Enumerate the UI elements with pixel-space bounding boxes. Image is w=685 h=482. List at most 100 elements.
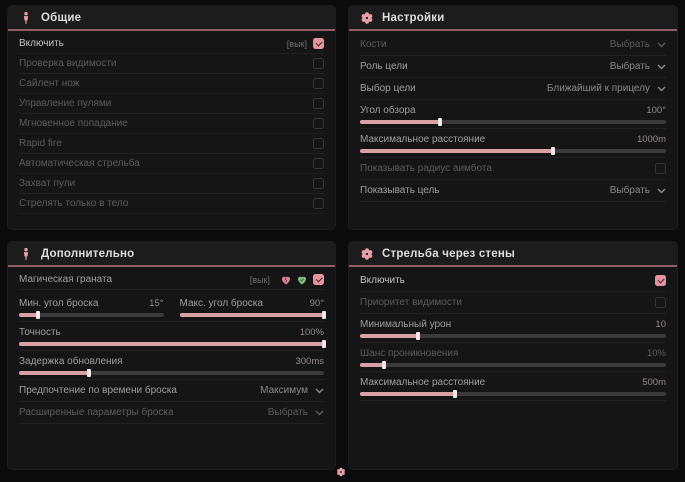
slider-value: 100° bbox=[646, 104, 666, 116]
panel-title: Настройки bbox=[382, 11, 445, 24]
bullet-control-checkbox[interactable] bbox=[313, 98, 324, 109]
advanced-throw-params-select[interactable]: Выбрать bbox=[268, 407, 324, 418]
pink-heart-icon[interactable] bbox=[280, 274, 292, 286]
select-value: Максимум bbox=[260, 385, 308, 396]
rapid-fire-checkbox[interactable] bbox=[313, 138, 324, 149]
row-target-role: Роль цели Выбрать bbox=[360, 56, 666, 78]
throw-time-preference-select[interactable]: Максимум bbox=[260, 385, 324, 396]
max-distance-slider[interactable] bbox=[360, 147, 666, 155]
row-label: Захват пули bbox=[19, 178, 76, 189]
row-label: Роль цели bbox=[360, 61, 408, 72]
panel-title: Дополнительно bbox=[41, 247, 135, 260]
row-advanced-throw-params: Расширенные параметры броска Выбрать bbox=[19, 402, 324, 424]
enable-checkbox[interactable] bbox=[313, 38, 324, 49]
row-label: Выбор цели bbox=[360, 83, 416, 94]
select-value: Выбрать bbox=[267, 407, 308, 418]
slider-label: Максимальное расстояние bbox=[360, 133, 486, 145]
row-bullet-capture: Захват пули bbox=[19, 174, 324, 194]
select-value: Ближайший к прицелу bbox=[546, 83, 650, 94]
chevron-down-icon bbox=[657, 42, 666, 48]
slider-value: 500m bbox=[642, 376, 666, 388]
silent-knife-checkbox[interactable] bbox=[313, 78, 324, 89]
slider-handle[interactable] bbox=[35, 311, 40, 319]
row-show-aimbot-radius: Показывать радиус аимбота bbox=[360, 158, 666, 180]
panel-settings-body: Кости Выбрать Роль цели Выбрать Выбор це… bbox=[349, 31, 677, 229]
penetration-chance-slider[interactable] bbox=[360, 361, 666, 369]
target-select[interactable]: Ближайший к прицелу bbox=[547, 83, 666, 94]
slider-value: 15° bbox=[149, 297, 164, 309]
person-icon bbox=[19, 247, 33, 261]
slider-label: Шанс проникновения bbox=[360, 347, 459, 359]
throw-angle-sliders: Мин. угол броска 15° Макс. угол броска 9… bbox=[19, 290, 326, 322]
row-label: Расширенные параметры броска bbox=[19, 407, 174, 418]
row-label: Включить bbox=[360, 275, 405, 286]
panel-general: Общие Включить [вык] Проверка видимости … bbox=[8, 6, 335, 229]
instant-hit-checkbox[interactable] bbox=[313, 118, 324, 129]
row-visibility-check: Проверка видимости bbox=[19, 54, 324, 74]
slider-value: 300ms bbox=[295, 355, 324, 367]
row-label: Кости bbox=[360, 39, 387, 50]
bones-select[interactable]: Выбрать bbox=[610, 39, 666, 50]
menu-grid: Общие Включить [вык] Проверка видимости … bbox=[8, 6, 677, 469]
row-label: Показывать цель bbox=[360, 185, 440, 196]
flower-gear-icon bbox=[360, 11, 374, 25]
chevron-down-icon bbox=[657, 188, 666, 194]
row-label: Сайлент нож bbox=[19, 78, 80, 89]
row-max-throw-angle: Макс. угол броска 90° bbox=[179, 293, 326, 321]
row-bullet-control: Управление пулями bbox=[19, 94, 324, 114]
row-label: Предпочтение по времени броска bbox=[19, 385, 177, 396]
fov-slider[interactable] bbox=[360, 118, 666, 126]
green-heart-icon[interactable] bbox=[296, 274, 308, 286]
panel-wallbang-body: Включить Приоритет видимости Минимальный… bbox=[349, 267, 677, 469]
row-accuracy: Точность 100% bbox=[19, 322, 326, 351]
slider-handle[interactable] bbox=[452, 390, 457, 398]
wallbang-enable-checkbox[interactable] bbox=[655, 275, 666, 286]
panel-wallbang-header: Стрельба через стены bbox=[349, 242, 677, 267]
min-damage-slider[interactable] bbox=[360, 332, 666, 340]
visibility-priority-checkbox[interactable] bbox=[655, 297, 666, 308]
slider-value: 10% bbox=[646, 347, 666, 359]
slider-label: Макс. угол броска bbox=[179, 297, 263, 309]
chevron-down-icon bbox=[315, 388, 324, 394]
max-throw-angle-slider[interactable] bbox=[179, 311, 326, 319]
auto-fire-checkbox[interactable] bbox=[313, 158, 324, 169]
slider-value: 100% bbox=[299, 326, 324, 338]
accuracy-slider[interactable] bbox=[19, 340, 326, 348]
flower-gear-icon bbox=[360, 247, 374, 261]
slider-handle[interactable] bbox=[87, 369, 92, 377]
min-throw-angle-slider[interactable] bbox=[19, 311, 164, 319]
bullet-capture-checkbox[interactable] bbox=[313, 178, 324, 189]
show-aimbot-radius-checkbox[interactable] bbox=[655, 163, 666, 174]
row-penetration-chance: Шанс проникновения 10% bbox=[360, 343, 666, 372]
show-target-select[interactable]: Выбрать bbox=[610, 185, 666, 196]
wallbang-max-distance-slider[interactable] bbox=[360, 390, 666, 398]
row-min-damage: Минимальный урон 10 bbox=[360, 314, 666, 343]
visibility-check-checkbox[interactable] bbox=[313, 58, 324, 69]
row-magic-grenade: Магическая граната [вык] bbox=[19, 270, 324, 290]
magic-grenade-checkbox[interactable] bbox=[313, 274, 324, 285]
row-label: Проверка видимости bbox=[19, 58, 117, 69]
cursor-marker-icon bbox=[336, 464, 346, 477]
row-label: Магическая граната bbox=[19, 274, 113, 285]
update-delay-slider[interactable] bbox=[19, 369, 324, 377]
slider-value: 90° bbox=[309, 297, 324, 309]
row-label: Мгновенное попадание bbox=[19, 118, 128, 129]
slider-handle[interactable] bbox=[322, 311, 326, 319]
slider-handle[interactable] bbox=[322, 340, 326, 348]
select-value: Выбрать bbox=[609, 39, 650, 50]
panel-title: Общие bbox=[41, 11, 82, 24]
slider-handle[interactable] bbox=[550, 147, 555, 155]
person-icon bbox=[19, 11, 33, 25]
body-only-checkbox[interactable] bbox=[313, 198, 324, 209]
slider-handle[interactable] bbox=[416, 332, 421, 340]
row-auto-fire: Автоматическая стрельба bbox=[19, 154, 324, 174]
slider-handle[interactable] bbox=[437, 118, 442, 126]
row-update-delay: Задержка обновления 300ms bbox=[19, 351, 324, 380]
row-label: Rapid fire bbox=[19, 138, 62, 149]
row-rapid-fire: Rapid fire bbox=[19, 134, 324, 154]
row-label: Автоматическая стрельба bbox=[19, 158, 140, 169]
row-wallbang-enable: Включить bbox=[360, 270, 666, 292]
slider-handle[interactable] bbox=[382, 361, 387, 369]
row-wallbang-max-distance: Максимальное расстояние 500m bbox=[360, 372, 666, 401]
target-role-select[interactable]: Выбрать bbox=[610, 61, 666, 72]
